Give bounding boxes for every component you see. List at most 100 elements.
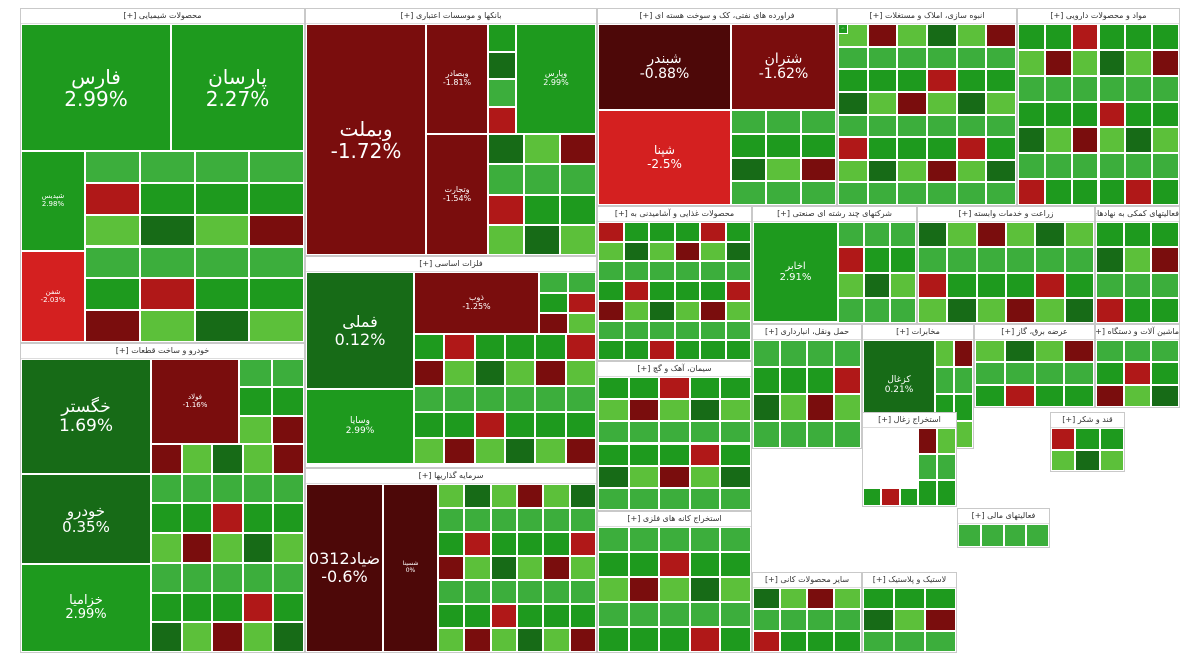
stock-tile[interactable] — [867, 46, 898, 70]
stock-tile[interactable] — [689, 399, 721, 422]
stock-tile[interactable] — [925, 588, 956, 610]
stock-tile[interactable] — [598, 487, 629, 510]
stock-tile[interactable] — [725, 340, 751, 360]
stock-tile[interactable] — [194, 214, 250, 247]
stock-tile[interactable] — [535, 360, 566, 386]
stock-tile[interactable] — [753, 588, 780, 610]
stock-tile[interactable] — [1123, 362, 1152, 385]
stock-tile[interactable] — [1018, 153, 1045, 180]
stock-tile[interactable] — [780, 609, 807, 631]
stock-tile[interactable] — [444, 386, 475, 412]
stock-tile[interactable] — [249, 182, 304, 215]
stock-tile[interactable] — [565, 438, 596, 464]
stock-tile[interactable] — [986, 182, 1016, 205]
stock-tile[interactable] — [649, 241, 675, 262]
stock-tile[interactable] — [151, 503, 182, 534]
stock-tile[interactable] — [689, 443, 721, 466]
stock-tile[interactable] — [464, 484, 491, 508]
stock-tile[interactable] — [151, 533, 182, 563]
stock-tile[interactable] — [956, 159, 987, 183]
stock-tile[interactable] — [674, 340, 700, 360]
stock-tile[interactable] — [1006, 222, 1036, 248]
stock-tile[interactable] — [181, 533, 213, 563]
stock-tile[interactable] — [1034, 384, 1065, 407]
stock-tile[interactable] — [720, 421, 751, 444]
stock-tile[interactable]: وبملت -1.72% — [306, 24, 426, 255]
stock-tile[interactable] — [1123, 384, 1152, 407]
stock-tile[interactable] — [897, 159, 927, 183]
stock-tile[interactable] — [539, 272, 568, 293]
stock-tile[interactable] — [731, 181, 766, 205]
stock-tile[interactable] — [628, 627, 660, 652]
stock-tile[interactable] — [1051, 428, 1076, 450]
stock-tile[interactable] — [239, 387, 272, 416]
stock-tile[interactable] — [212, 473, 243, 504]
stock-tile[interactable] — [1096, 384, 1124, 407]
stock-tile[interactable] — [864, 222, 890, 248]
stock-tile[interactable] — [1098, 101, 1126, 128]
stock-tile[interactable] — [194, 310, 250, 342]
stock-tile[interactable] — [181, 562, 213, 593]
stock-tile[interactable] — [438, 484, 465, 508]
stock-tile[interactable] — [194, 246, 250, 279]
stock-tile[interactable]: خنور 2.97% — [838, 24, 848, 34]
stock-tile[interactable] — [838, 159, 868, 183]
stock-tile[interactable] — [1064, 297, 1094, 323]
stock-tile[interactable] — [689, 421, 721, 444]
stock-tile[interactable] — [674, 320, 700, 341]
stock-tile[interactable] — [890, 272, 916, 298]
stock-tile[interactable] — [598, 222, 624, 242]
stock-tile[interactable] — [807, 588, 834, 610]
stock-tile[interactable] — [1098, 179, 1126, 205]
stock-tile[interactable] — [1044, 24, 1072, 50]
stock-tile[interactable] — [242, 503, 274, 534]
stock-tile[interactable] — [867, 114, 898, 138]
stock-tile[interactable] — [273, 562, 304, 593]
stock-tile[interactable] — [623, 340, 649, 360]
stock-tile[interactable] — [623, 281, 649, 301]
stock-tile[interactable] — [1035, 272, 1065, 298]
stock-tile[interactable] — [720, 577, 751, 602]
stock-tile[interactable] — [956, 182, 987, 205]
stock-tile[interactable] — [139, 246, 195, 279]
stock-tile[interactable] — [242, 562, 274, 593]
stock-tile[interactable]: شبندر -0.88% — [598, 24, 731, 110]
stock-tile[interactable] — [720, 627, 751, 652]
stock-tile[interactable] — [801, 133, 836, 158]
stock-tile[interactable] — [753, 421, 780, 448]
stock-tile[interactable] — [239, 415, 272, 444]
stock-tile[interactable] — [1071, 75, 1099, 102]
sector-header[interactable]: ماشین آلات و دستگاه [+] — [1096, 325, 1179, 340]
stock-tile[interactable] — [1096, 272, 1124, 298]
stock-tile[interactable] — [766, 133, 801, 158]
stock-tile[interactable] — [181, 592, 213, 623]
stock-tile[interactable] — [598, 602, 629, 627]
stock-tile[interactable]: فولاد -1.16% — [151, 359, 239, 444]
stock-tile[interactable] — [1152, 49, 1179, 76]
stock-tile[interactable] — [1151, 340, 1179, 363]
stock-tile[interactable] — [271, 387, 304, 416]
stock-tile[interactable] — [780, 630, 807, 652]
stock-tile[interactable] — [689, 602, 721, 627]
stock-tile[interactable] — [598, 527, 629, 552]
stock-tile[interactable] — [867, 69, 898, 92]
stock-tile[interactable] — [838, 247, 864, 273]
stock-tile[interactable] — [897, 24, 927, 47]
stock-tile[interactable] — [1064, 222, 1094, 248]
stock-tile[interactable] — [1004, 340, 1035, 363]
stock-tile[interactable] — [414, 412, 445, 438]
stock-tile[interactable] — [954, 340, 973, 367]
stock-tile[interactable] — [488, 24, 516, 52]
stock-tile[interactable] — [464, 508, 491, 532]
stock-tile[interactable] — [649, 281, 675, 301]
stock-tile[interactable] — [918, 247, 948, 273]
stock-tile[interactable] — [1151, 384, 1179, 407]
stock-tile[interactable] — [807, 340, 834, 367]
stock-tile[interactable] — [766, 181, 801, 205]
stock-tile[interactable]: وسایا 2.99% — [306, 389, 414, 464]
stock-tile[interactable] — [894, 609, 925, 631]
stock-tile[interactable] — [560, 134, 596, 165]
stock-tile[interactable] — [539, 313, 568, 334]
stock-tile[interactable] — [807, 394, 834, 421]
stock-tile[interactable] — [897, 69, 927, 92]
